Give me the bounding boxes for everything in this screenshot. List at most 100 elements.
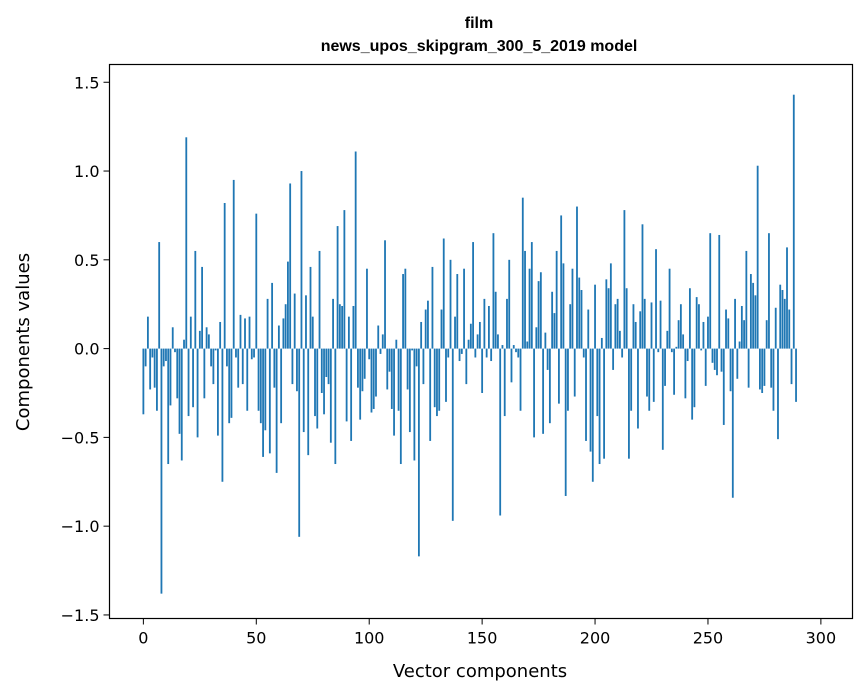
bar-204 [603,348,605,459]
bar-136 [449,259,452,349]
bar-109 [388,348,391,372]
bar-18 [183,339,185,349]
bar-144 [467,339,470,349]
bar-279 [772,348,775,411]
bar-24 [196,348,199,438]
bar-61 [280,348,283,424]
bar-210 [616,298,619,349]
bar-282 [779,284,782,349]
y-tick-label-2: −0.5 [61,428,100,447]
bar-254 [716,348,718,376]
bar-120 [413,348,416,461]
bar-137 [451,348,454,521]
bar-66 [291,348,294,385]
bar-32 [214,348,217,351]
bar-97 [361,348,364,392]
bar-219 [637,348,639,429]
bar-238 [679,304,682,349]
bar-215 [628,348,630,459]
bar-163 [510,348,513,383]
bar-187 [564,348,567,496]
bar-259 [727,318,730,349]
bar-177 [542,348,545,434]
bar-104 [377,325,380,349]
bar-173 [533,348,535,438]
bar-273 [759,348,761,390]
bar-240 [684,348,687,399]
bar-84 [332,298,334,349]
bar-44 [241,348,244,385]
bar-124 [422,348,425,385]
bar-229 [659,300,662,349]
bar-186 [562,263,565,349]
y-axis-label: Components values [13,253,34,431]
bar-157 [497,334,499,349]
bar-178 [544,332,547,349]
bar-0 [142,348,145,415]
bar-112 [395,339,398,349]
bar-193 [578,277,581,349]
bar-47 [248,316,251,349]
x-tick-label-150: 150 [467,629,498,648]
bar-94 [354,151,357,349]
bar-series [142,94,797,594]
bar-81 [325,348,328,378]
bar-51 [257,348,260,411]
bar-153 [488,305,490,349]
bar-213 [623,210,626,349]
bar-86 [336,226,339,349]
bar-8 [160,348,163,594]
y-tick-label-6: 1.5 [74,73,99,92]
bar-23 [194,250,197,349]
x-tick-label-50: 50 [246,629,266,648]
bar-196 [585,348,587,441]
bar-184 [558,348,560,404]
bar-252 [711,348,714,363]
bar-155 [492,233,495,349]
bar-169 [524,250,526,349]
bar-255 [718,234,721,349]
x-axis-label: Vector components [393,661,567,682]
bar-235 [673,348,675,395]
bar-110 [390,348,393,409]
bar-188 [567,348,569,411]
bar-151 [483,298,486,349]
bar-253 [713,348,716,370]
bar-171 [528,268,531,349]
bar-145 [469,323,472,349]
bar-194 [580,290,583,349]
bar-122 [417,348,420,557]
bar-56 [268,348,271,454]
bar-42 [237,348,240,388]
bar-108 [386,348,389,390]
bar-182 [553,313,556,349]
bar-69 [298,348,301,537]
bar-121 [415,348,418,367]
bar-284 [783,298,786,349]
bar-246 [698,304,700,349]
bar-77 [316,348,319,429]
bar-289 [795,348,797,402]
bar-166 [517,348,520,358]
y-tick-label-1: −1.0 [61,517,100,536]
bar-96 [359,348,362,420]
bar-283 [781,290,784,349]
bar-180 [548,348,551,424]
bar-138 [454,316,456,349]
chart-title: film [465,15,493,32]
bar-123 [420,321,423,349]
bar-165 [515,348,517,353]
bar-175 [537,281,540,349]
bar-140 [458,348,461,362]
bar-91 [347,316,350,349]
y-tick-label-0: −1.5 [61,606,100,625]
bar-286 [788,309,791,349]
bar-200 [594,284,596,349]
bar-141 [460,348,463,354]
bar-176 [539,272,542,349]
bar-5 [153,348,156,388]
bar-247 [700,348,703,351]
bar-107 [384,240,386,349]
bar-190 [571,268,574,349]
